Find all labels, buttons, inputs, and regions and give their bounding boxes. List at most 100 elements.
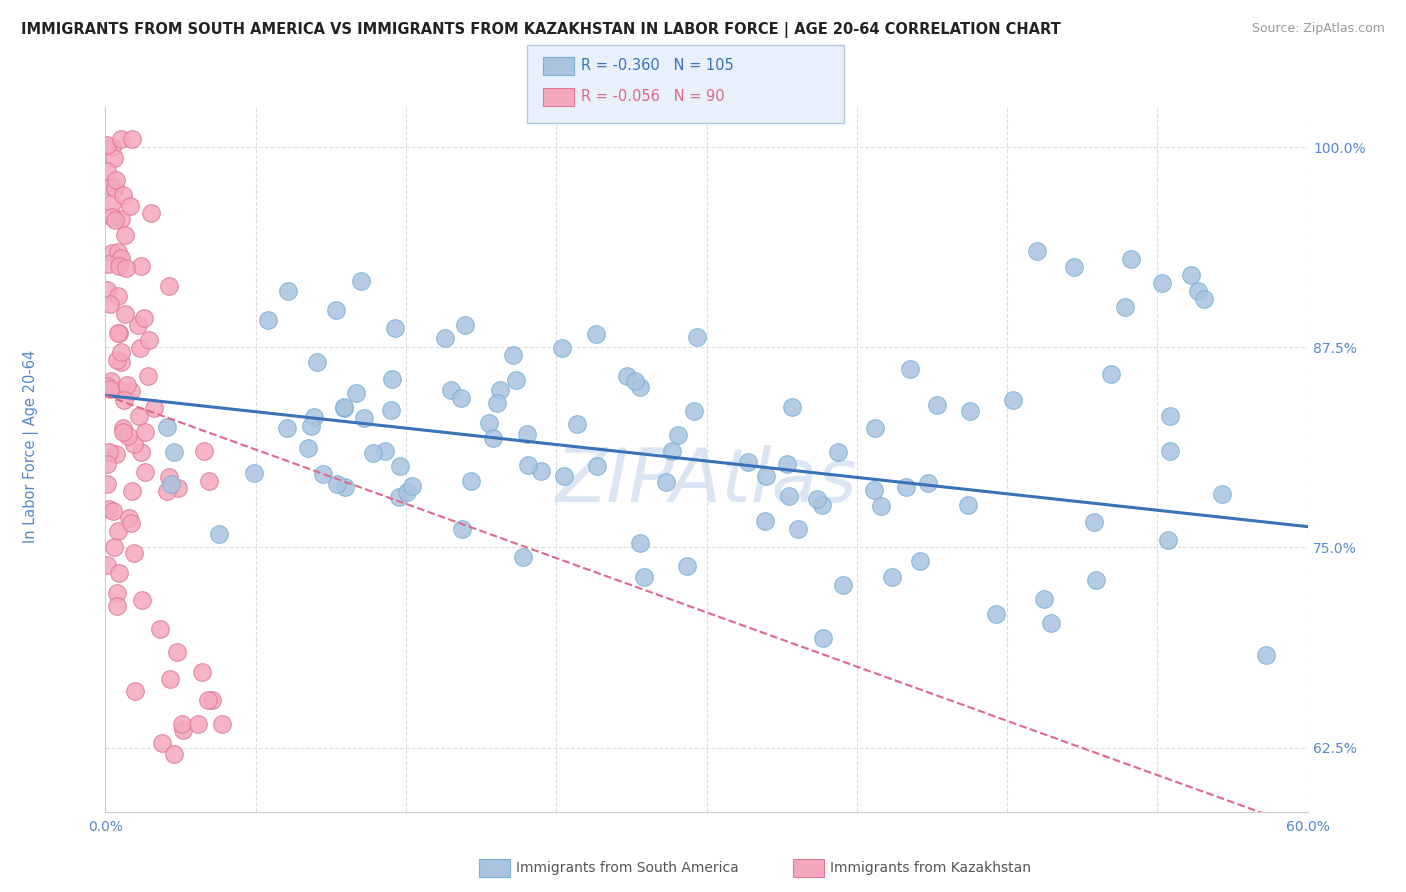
Point — [984, 607, 1007, 621]
Point — [782, 401, 804, 415]
Point — [384, 320, 406, 334]
Point — [107, 326, 129, 340]
Point — [676, 558, 699, 573]
Point — [100, 374, 122, 388]
Point — [1083, 515, 1105, 529]
Point — [512, 550, 534, 565]
Point — [96, 379, 118, 393]
Point — [131, 259, 153, 273]
Point — [628, 380, 651, 394]
Point — [108, 259, 131, 273]
Point — [242, 466, 264, 480]
Point — [208, 527, 231, 541]
Point — [115, 377, 138, 392]
Point — [98, 296, 121, 310]
Point — [661, 444, 683, 458]
Point — [811, 631, 834, 645]
Point — [1157, 533, 1180, 547]
Point — [553, 469, 575, 483]
Point — [460, 474, 482, 488]
Point — [551, 341, 574, 355]
Point — [880, 569, 903, 583]
Point — [806, 492, 828, 507]
Point — [131, 592, 153, 607]
Point — [159, 672, 181, 686]
Point — [502, 348, 524, 362]
Point — [98, 501, 121, 516]
Point — [211, 716, 233, 731]
Point — [98, 382, 121, 396]
Point — [865, 420, 887, 434]
Point — [277, 284, 299, 298]
Point — [198, 475, 221, 489]
Point — [121, 483, 143, 498]
Point — [101, 196, 124, 211]
Point — [565, 417, 588, 432]
Point — [96, 164, 118, 178]
Point — [107, 524, 129, 538]
Point — [530, 464, 553, 478]
Point — [156, 419, 179, 434]
Point — [1211, 487, 1233, 501]
Point — [110, 251, 132, 265]
Point — [150, 736, 173, 750]
Point — [105, 353, 128, 368]
Point — [682, 404, 704, 418]
Text: Immigrants from Kazakhstan: Immigrants from Kazakhstan — [830, 861, 1031, 875]
Point — [108, 326, 131, 341]
Point — [811, 498, 834, 512]
Point — [776, 457, 799, 471]
Point — [96, 477, 118, 491]
Point — [1084, 573, 1107, 587]
Point — [454, 318, 477, 333]
Point — [1114, 300, 1136, 314]
Point — [326, 477, 349, 491]
Point — [149, 622, 172, 636]
Point — [127, 318, 149, 333]
Point — [373, 444, 395, 458]
Point — [105, 447, 128, 461]
Point — [898, 362, 921, 376]
Point — [633, 570, 655, 584]
Point — [616, 368, 638, 383]
Point — [686, 330, 709, 344]
Point — [440, 383, 463, 397]
Point — [134, 310, 156, 325]
Point — [118, 199, 141, 213]
Text: R = -0.056   N = 90: R = -0.056 N = 90 — [581, 89, 724, 103]
Point — [122, 546, 145, 560]
Point — [346, 386, 368, 401]
Point — [481, 431, 503, 445]
Point — [870, 499, 893, 513]
Point — [172, 716, 194, 731]
Point — [114, 307, 136, 321]
Point — [737, 455, 759, 469]
Point — [478, 416, 501, 430]
Point — [917, 475, 939, 490]
Point — [122, 436, 145, 450]
Point — [100, 180, 122, 194]
Point — [121, 132, 143, 146]
Point — [157, 279, 180, 293]
Point — [434, 331, 457, 345]
Point — [959, 404, 981, 418]
Point — [451, 522, 474, 536]
Point — [333, 480, 356, 494]
Point — [1119, 252, 1142, 267]
Point — [516, 427, 538, 442]
Point — [105, 585, 128, 599]
Point — [350, 274, 373, 288]
Text: In Labor Force | Age 20-64: In Labor Force | Age 20-64 — [22, 350, 39, 542]
Point — [489, 384, 512, 398]
Point — [96, 558, 118, 572]
Text: R = -0.360   N = 105: R = -0.360 N = 105 — [581, 58, 734, 72]
Point — [380, 403, 402, 417]
Point — [143, 401, 166, 415]
Point — [1159, 409, 1181, 423]
Point — [305, 355, 328, 369]
Point — [108, 384, 131, 398]
Point — [276, 421, 298, 435]
Point — [166, 644, 188, 658]
Point — [1099, 367, 1122, 381]
Point — [128, 409, 150, 423]
